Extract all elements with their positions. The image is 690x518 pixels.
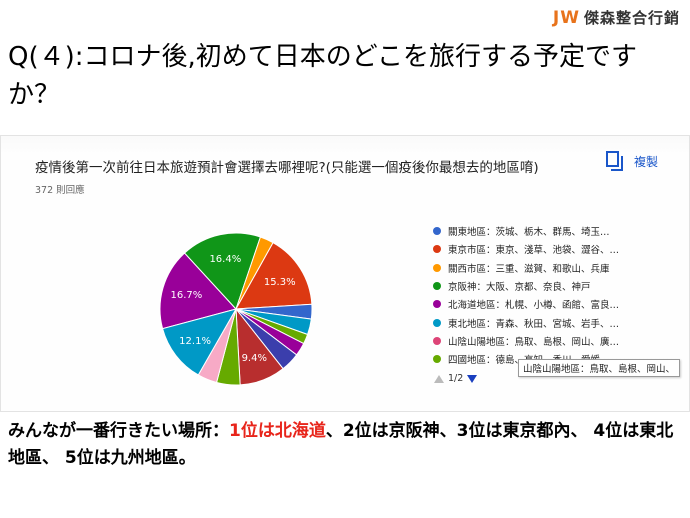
legend-item[interactable]: 東京市區：東京、淺草、池袋、澀谷、… [433, 240, 619, 258]
summary-text: みんなが一番行きたい場所：1位は北海道、2位は京阪神、3位は東京都內、 4位は東… [8, 418, 684, 472]
pie-slice-label: 12.1% [179, 336, 211, 347]
pie-slice-label: 15.3% [264, 277, 296, 288]
brand-mark: JW [552, 7, 580, 28]
legend-pager: 1/2 [434, 373, 478, 384]
response-count: 372 則回應 [35, 185, 85, 196]
copy-button[interactable]: 複製 [606, 151, 658, 171]
legend-item[interactable]: 東北地區：青森、秋田、宮城、岩手、… [433, 313, 619, 331]
summary-rest: 、2位は京阪神、3位は東京都內、 4位は東北地區、 5位は九州地區。 [8, 421, 674, 468]
legend-swatch [433, 263, 441, 272]
legend-label: 東北地區：青森、秋田、宮城、岩手、… [448, 318, 620, 330]
survey-result-card: 疫情後第一次前往日本旅遊預計會選擇去哪裡呢?(只能選一個疫後你最想去的地區唷) … [0, 135, 690, 412]
copy-label: 複製 [634, 154, 659, 169]
pie-slice[interactable] [183, 232, 262, 310]
brand-name: 傑森整合行銷 [583, 9, 680, 27]
legend-swatch [433, 282, 441, 291]
page-indicator: 1/2 [448, 373, 464, 384]
summary-highlight: 1位は北海道 [229, 421, 326, 441]
slide-title: Q(４):コロナ後,初めて日本のどこを旅行する予定ですか？ [8, 42, 637, 110]
pie-slice-label: 16.4% [209, 254, 241, 265]
brand-logo: JW 傑森整合行銷 [553, 7, 680, 28]
legend-swatch [433, 245, 441, 254]
pie-slice-label: 16.7% [170, 290, 202, 301]
legend-label: 山陰山陽地區：鳥取、島根、岡山、廣… [448, 336, 620, 348]
summary-prefix: みんなが一番行きたい場所： [8, 421, 229, 441]
page-next-icon[interactable] [467, 374, 478, 383]
legend-item[interactable]: 北海道地區：札幌、小樽、函館、富良… [433, 295, 619, 313]
legend-item[interactable]: 京阪神：大阪、京都、奈良、神戸 [433, 277, 619, 295]
legend-label: 東京市區：東京、淺草、池袋、澀谷、… [448, 245, 620, 257]
legend-label: 關西市區：三重、滋賀、和歌山、兵庫 [448, 263, 610, 275]
legend-swatch [433, 227, 441, 236]
legend-swatch [433, 336, 441, 345]
legend-swatch [433, 355, 441, 364]
legend-tooltip: 山陰山陽地區：鳥取、島根、岡山、 [518, 359, 681, 377]
legend-item[interactable]: 關東地區：茨城、栃木、群馬、埼玉… [433, 222, 619, 240]
copy-icon [606, 151, 623, 171]
legend-label: 京阪神：大阪、京都、奈良、神戸 [448, 282, 591, 294]
page-prev-icon[interactable] [434, 374, 444, 383]
pie-slice[interactable] [159, 252, 237, 330]
legend-item[interactable]: 山陰山陽地區：鳥取、島根、岡山、廣… [433, 332, 619, 350]
pie-slice[interactable] [161, 308, 238, 376]
legend-swatch [433, 318, 441, 327]
legend-label: 北海道地區：札幌、小樽、函館、富良… [448, 300, 620, 312]
legend-label: 關東地區：茨城、栃木、群馬、埼玉… [448, 227, 610, 239]
pie-slice[interactable] [235, 241, 313, 310]
legend-swatch [433, 300, 441, 309]
chart-legend: 關東地區：茨城、栃木、群馬、埼玉… 東京市區：東京、淺草、池袋、澀谷、… 關西市區：… [433, 222, 619, 368]
question-title: 疫情後第一次前往日本旅遊預計會選擇去哪裡呢?(只能選一個疫後你最想去的地區唷) [35, 160, 539, 176]
pie-chart: 16.7% 16.4% 15.3% 9.4% 12.1% [159, 232, 313, 386]
pie-slice-label: 9.4% [242, 353, 267, 364]
legend-item[interactable]: 關西市區：三重、滋賀、和歌山、兵庫 [433, 259, 619, 277]
